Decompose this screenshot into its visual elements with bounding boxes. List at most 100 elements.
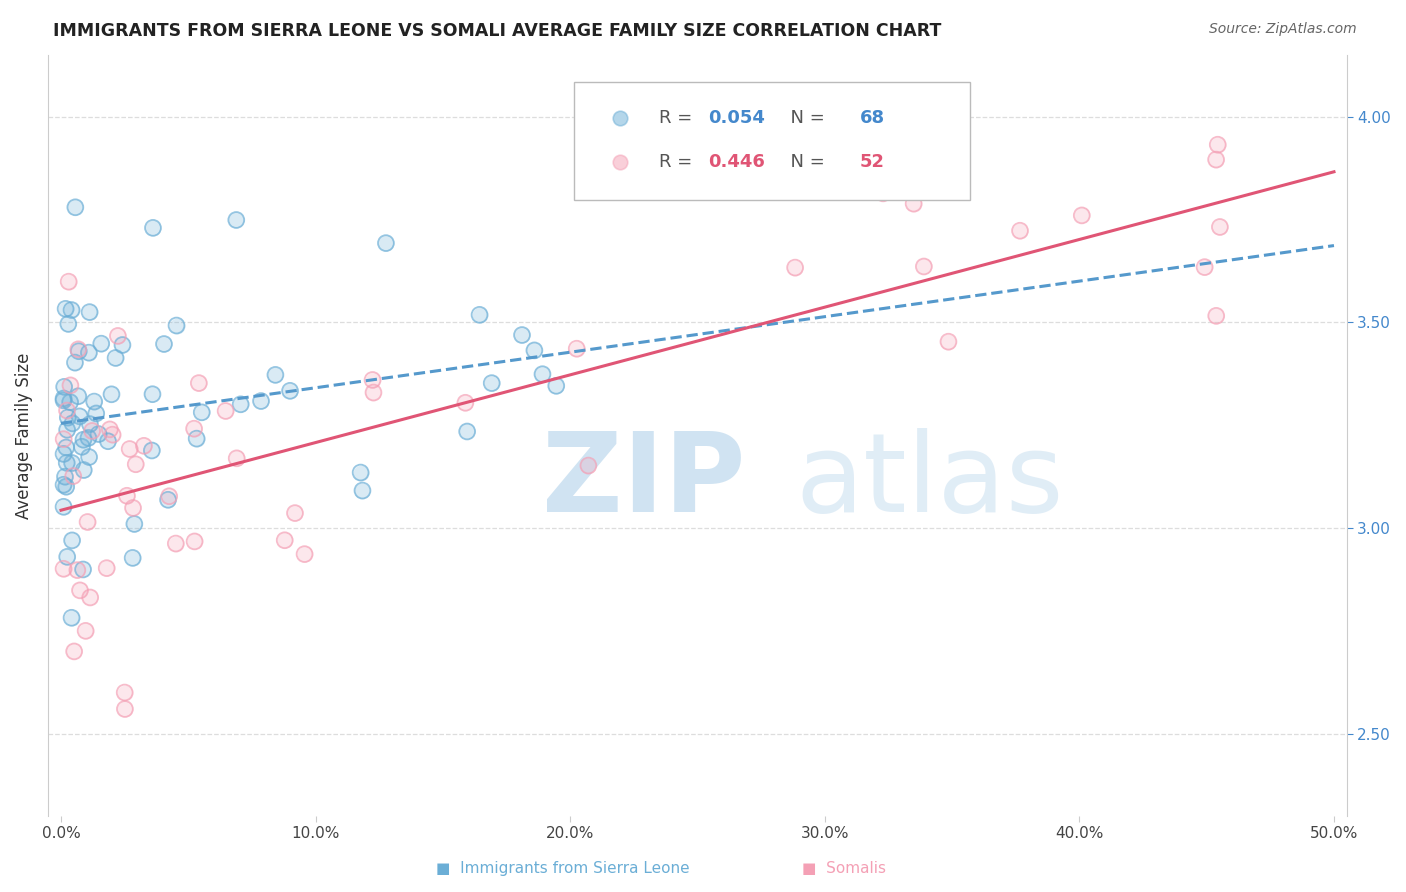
Point <box>546 379 568 393</box>
Point <box>273 533 295 548</box>
Point <box>56 423 79 437</box>
Point <box>294 547 316 561</box>
Point <box>76 515 98 529</box>
Point <box>98 422 121 436</box>
Point <box>284 506 307 520</box>
Point <box>100 387 122 401</box>
Point <box>97 434 120 449</box>
Point <box>101 427 124 442</box>
Point <box>225 213 247 227</box>
Point <box>565 342 588 356</box>
Point <box>107 329 129 343</box>
Text: Source: ZipAtlas.com: Source: ZipAtlas.com <box>1209 22 1357 37</box>
Point <box>142 220 165 235</box>
Point <box>60 303 83 318</box>
Point <box>531 367 554 381</box>
Point <box>52 392 75 406</box>
Point <box>70 440 93 454</box>
Point <box>1206 137 1229 152</box>
Text: 68: 68 <box>860 110 884 128</box>
Point <box>141 387 163 401</box>
Point <box>118 442 141 456</box>
Point <box>104 351 127 365</box>
Point <box>1205 153 1227 167</box>
Point <box>1205 309 1227 323</box>
Point <box>157 492 180 507</box>
Point <box>576 458 599 473</box>
Point <box>454 396 477 410</box>
Text: 52: 52 <box>860 153 884 170</box>
Point <box>278 384 301 398</box>
Point <box>69 409 91 424</box>
FancyBboxPatch shape <box>574 82 970 200</box>
Point <box>114 685 136 699</box>
Point <box>1070 208 1092 222</box>
Point <box>456 425 478 439</box>
Point <box>183 534 205 549</box>
Point <box>52 500 75 514</box>
Point <box>903 196 925 211</box>
Point <box>785 260 807 275</box>
Point <box>52 562 75 576</box>
Point <box>349 466 371 480</box>
Text: R =: R = <box>658 153 697 170</box>
Point <box>565 342 588 356</box>
Point <box>114 702 136 716</box>
Point <box>82 424 104 438</box>
Point <box>63 355 86 369</box>
Point <box>55 480 77 494</box>
Point <box>111 338 134 352</box>
Point <box>468 308 491 322</box>
Point <box>77 450 100 464</box>
Point <box>141 443 163 458</box>
Point <box>53 469 76 483</box>
Point <box>58 317 80 331</box>
Point <box>52 393 75 408</box>
Point <box>79 591 101 605</box>
Text: ■  Somalis: ■ Somalis <box>801 861 886 876</box>
Point <box>90 336 112 351</box>
Point <box>62 469 84 483</box>
Point <box>55 441 77 455</box>
Point <box>79 305 101 319</box>
Point <box>52 447 75 461</box>
Point <box>481 376 503 391</box>
Point <box>361 373 384 387</box>
Point <box>214 404 236 418</box>
Point <box>52 562 75 576</box>
Point <box>903 196 925 211</box>
Point <box>352 483 374 498</box>
Point <box>153 337 176 351</box>
Point <box>55 456 77 470</box>
Point <box>56 549 79 564</box>
Point <box>264 368 287 382</box>
Point <box>374 236 396 251</box>
Point <box>63 644 86 658</box>
Point <box>60 533 83 548</box>
Point <box>912 260 935 274</box>
Point <box>468 308 491 322</box>
Point <box>872 186 894 201</box>
Point <box>157 489 180 503</box>
Point <box>59 378 82 392</box>
Point <box>67 343 90 357</box>
Point <box>63 644 86 658</box>
Y-axis label: Average Family Size: Average Family Size <box>15 352 32 519</box>
Point <box>115 489 138 503</box>
Point <box>912 260 935 274</box>
Point <box>183 422 205 436</box>
Point <box>60 611 83 625</box>
Point <box>363 385 385 400</box>
Point <box>53 380 76 394</box>
Point <box>1194 260 1216 274</box>
Point <box>77 431 100 445</box>
Point <box>121 550 143 565</box>
Point <box>165 536 187 550</box>
Point <box>56 423 79 437</box>
Point <box>72 433 94 447</box>
Point <box>55 480 77 494</box>
Point <box>62 417 84 431</box>
Point <box>481 376 503 391</box>
Point <box>273 533 295 548</box>
Point <box>52 393 75 408</box>
